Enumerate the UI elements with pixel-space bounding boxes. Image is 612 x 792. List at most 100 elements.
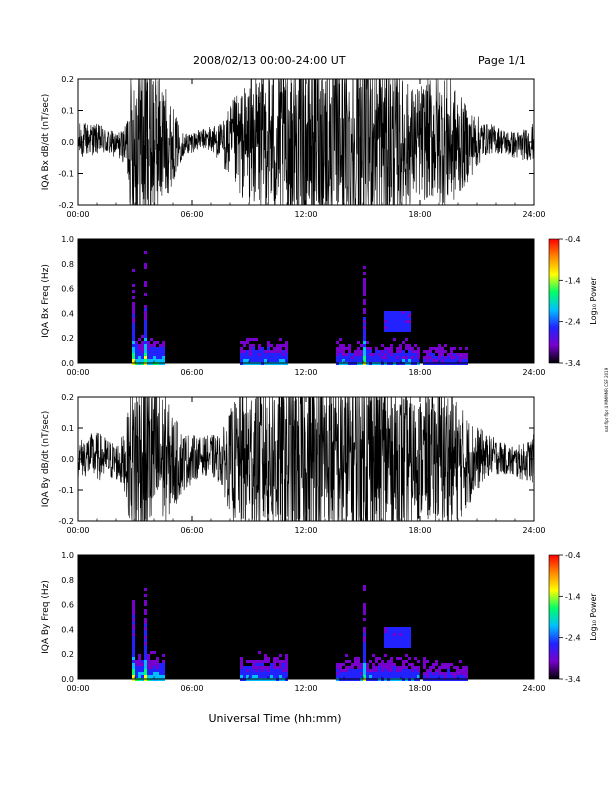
spec-cell [144,633,147,636]
spec-cell [402,642,405,645]
spec-cell [381,675,384,678]
spec-cell [372,675,375,678]
spec-cell [408,669,411,672]
spec-cell [405,347,408,350]
spec-cell [426,353,429,356]
spec-cell [456,359,459,362]
spec-cell [381,672,384,675]
spec-cell [465,666,468,669]
spec-cell [390,636,393,639]
spec-cell [258,663,261,666]
spec-cell [345,356,348,359]
spec-cell [435,669,438,672]
spec-cell [450,359,453,362]
spec-cell [252,666,255,669]
spec-cell [384,639,387,642]
spec-cell [279,356,282,359]
spec-cell [279,663,282,666]
x-tick-label: 24:00 [522,526,545,535]
spec-cell [366,669,369,672]
spec-cell [285,350,288,353]
spec-cell [144,672,147,675]
spec-cell [441,353,444,356]
spec-cell [399,633,402,636]
spec-cell [405,326,408,329]
spec-cell [363,353,366,356]
spec-cell [285,347,288,350]
spec-cell [363,302,366,305]
side-note: nat flpr flpr 4 MMMMR CSF 2019 [604,367,609,432]
spec-cell [390,669,393,672]
spec-cell [366,353,369,356]
spec-cell [273,660,276,663]
spec-cell [246,338,249,341]
spec-cell [267,359,270,362]
spec-cell [432,359,435,362]
spec-cell [276,350,279,353]
spec-cell [267,353,270,356]
spec-cell [255,672,258,675]
spec-cell [285,660,288,663]
x-tick-label: 24:00 [522,210,545,219]
spec-cell [435,663,438,666]
spec-cell [390,657,393,660]
spec-cell [363,651,366,654]
spec-cell [384,350,387,353]
spec-cell [432,353,435,356]
spec-cell [135,663,138,666]
spec-cell [282,675,285,678]
spec-cell [132,353,135,356]
spec-cell [411,675,414,678]
spec-cell [258,672,261,675]
colorbar-by-bar [548,554,560,680]
spec-cell [429,359,432,362]
spec-cell [363,642,366,645]
spec-cell [423,657,426,660]
spec-cell [465,356,468,359]
spec-cell [390,329,393,332]
spec-cell [132,350,135,353]
spec-cell [399,630,402,633]
spec-cell [402,672,405,675]
spec-cell [423,672,426,675]
spec-cell [132,305,135,308]
spec-cell [396,630,399,633]
spec-cell [156,672,159,675]
spec-cell [447,356,450,359]
spec-cell [144,594,147,597]
spec-cell [456,353,459,356]
spec-cell [144,353,147,356]
spec-cell [423,666,426,669]
spec-cell [138,672,141,675]
spec-cell [246,672,249,675]
spec-cell [144,657,147,660]
spec-cell [423,660,426,663]
colorbar-by-label: Log₁₀ Power [589,593,598,641]
spec-cell [450,353,453,356]
spec-cell [465,672,468,675]
colorbar-tick-label: -0.4 [565,235,581,244]
by-dbdt-trace [77,396,535,522]
spec-cell [384,317,387,320]
spec-cell [363,663,366,666]
spec-cell [384,636,387,639]
spec-cell [363,675,366,678]
spec-cell [390,350,393,353]
spec-cell [336,675,339,678]
spec-cell [447,672,450,675]
x-tick-label: 00:00 [66,368,89,377]
spec-cell [438,672,441,675]
spec-cell [363,612,366,615]
spec-cell [132,600,135,603]
spec-cell [399,347,402,350]
spec-cell [363,344,366,347]
spec-cell [360,353,363,356]
spec-cell [249,353,252,356]
spec-cell [132,606,135,609]
spec-cell [369,672,372,675]
plot-title: 2008/02/13 00:00-24:00 UT [193,54,346,67]
spec-cell [144,675,147,678]
spec-cell [141,359,144,362]
spec-cell [348,347,351,350]
spec-cell [390,672,393,675]
